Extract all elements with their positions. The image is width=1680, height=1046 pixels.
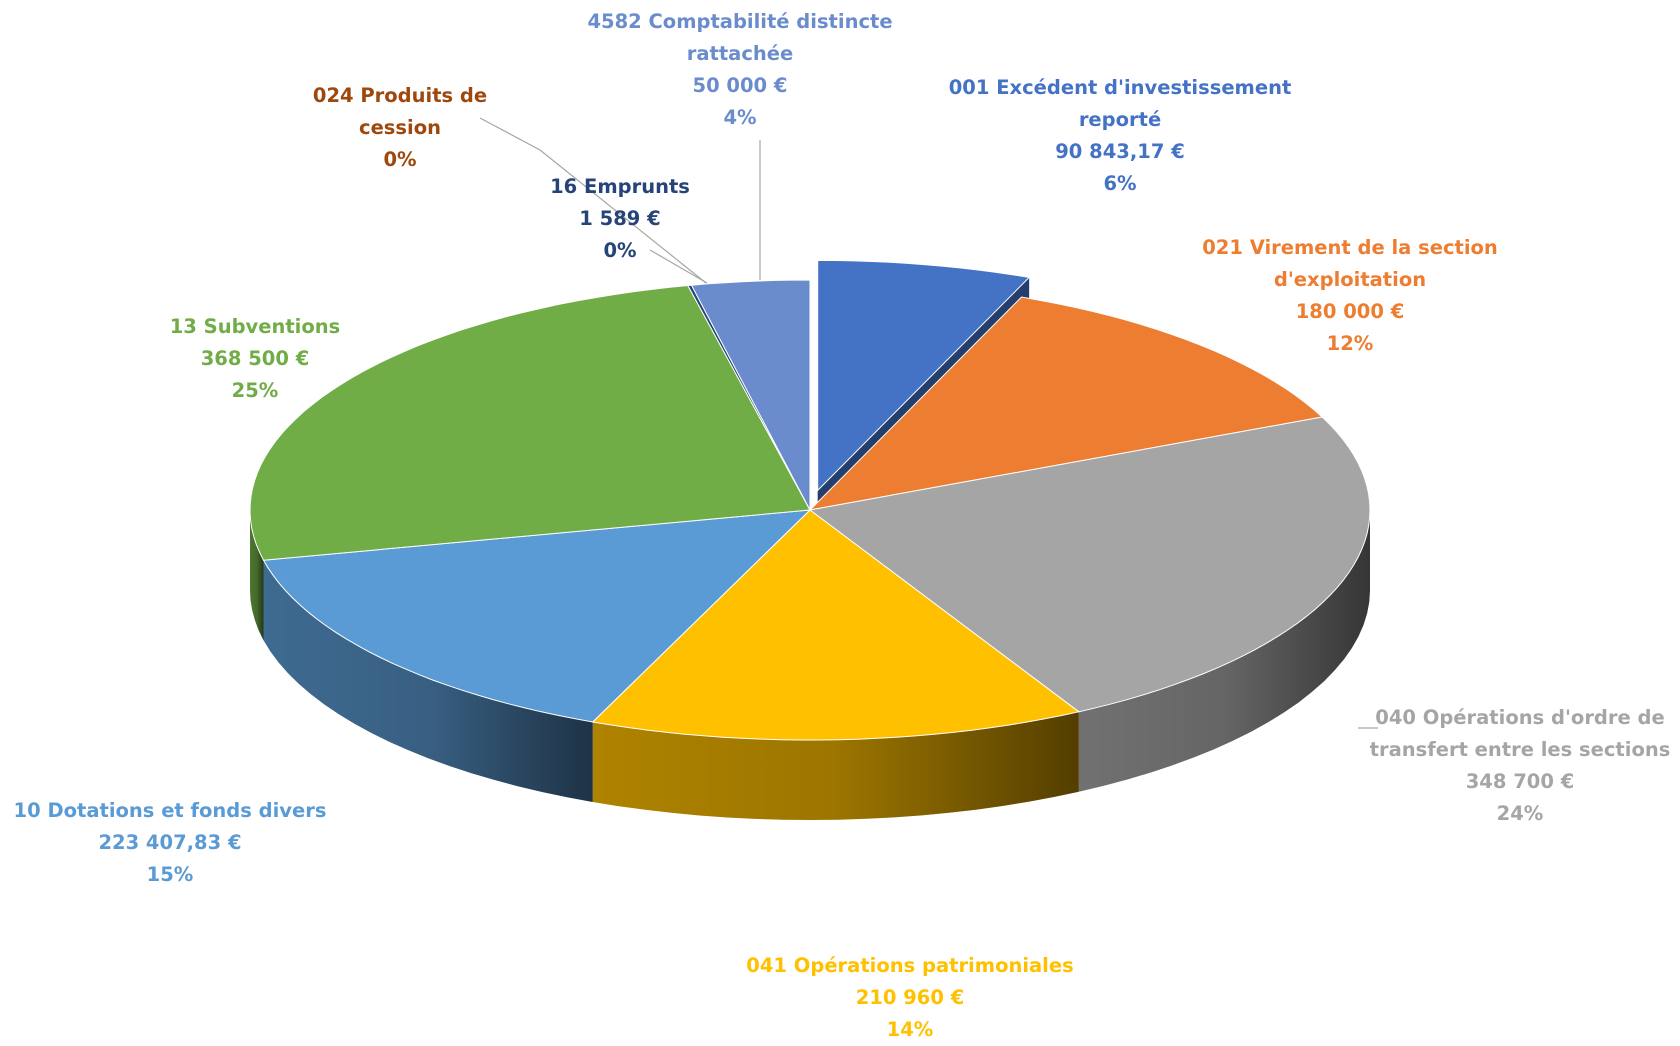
label-021-virement: 021 Virement de la section d'exploitatio… xyxy=(1150,232,1550,360)
label-13-line1: 13 Subventions xyxy=(169,315,341,338)
label-16-emprunts: 16 Emprunts 1 589 € 0% xyxy=(520,171,720,267)
leader-line-16 xyxy=(649,249,708,284)
pie-slice-021-virement-de-la-section-d-exploitation xyxy=(808,296,1324,511)
label-040-line1: 040 Opérations d'ordre de xyxy=(1375,706,1665,729)
pie-tops xyxy=(249,259,1371,741)
label-4582-percent: 4% xyxy=(723,106,757,129)
label-001-line2: reporté xyxy=(1078,108,1162,131)
pie-slice-4582-comptabilit-distincte-rattach-e xyxy=(690,279,811,511)
pie-slice-041-op-rations-patrimoniales xyxy=(591,509,1080,741)
pie-side-shade-13-subventions xyxy=(250,510,264,641)
label-024-produits-cession: 024 Produits de cession 0% xyxy=(280,80,520,176)
label-16-percent: 0% xyxy=(603,239,637,262)
pie-slice-13-subventions xyxy=(249,284,811,561)
label-024-percent: 0% xyxy=(383,148,417,171)
label-4582-comptabilite: 4582 Comptabilité distincte rattachée 50… xyxy=(540,6,940,134)
label-040-percent: 24% xyxy=(1496,802,1544,825)
label-021-line2: d'exploitation xyxy=(1273,268,1427,291)
label-10-percent: 15% xyxy=(146,863,194,886)
pie-slice-040-op-rations-d-ordre-de-transfert-entre-les-sections xyxy=(808,416,1371,713)
label-041-value: 210 960 € xyxy=(855,986,965,1009)
label-4582-line2: rattachée xyxy=(686,42,794,65)
label-040-operations-ordre: 040 Opérations d'ordre de transfert entr… xyxy=(1360,702,1680,830)
label-13-value: 368 500 € xyxy=(200,347,310,370)
label-001-percent: 6% xyxy=(1103,172,1137,195)
label-024-line2: cession xyxy=(359,116,441,139)
label-040-value: 348 700 € xyxy=(1465,770,1575,793)
label-4582-value: 50 000 € xyxy=(692,74,788,97)
label-021-percent: 12% xyxy=(1326,332,1374,355)
label-13-subventions: 13 Subventions 368 500 € 25% xyxy=(130,311,380,407)
leader-line-024 xyxy=(479,117,707,284)
pie-slice-10-dotations-et-fonds-divers xyxy=(262,509,812,723)
label-024-line1: 024 Produits de xyxy=(312,84,488,107)
leader-lines xyxy=(479,117,1378,729)
label-001-line1: 001 Excédent d'investissement xyxy=(948,76,1292,99)
label-041-line1: 041 Opérations patrimoniales xyxy=(746,954,1074,977)
label-021-value: 180 000 € xyxy=(1295,300,1405,323)
label-4582-line1: 4582 Comptabilité distincte xyxy=(587,10,893,33)
label-10-line1: 10 Dotations et fonds divers xyxy=(13,799,327,822)
label-13-percent: 25% xyxy=(231,379,279,402)
label-001-excedent: 001 Excédent d'investissement reporté 90… xyxy=(910,72,1330,200)
label-041-percent: 14% xyxy=(886,1018,934,1041)
label-021-line1: 021 Virement de la section xyxy=(1202,236,1498,259)
label-10-value: 223 407,83 € xyxy=(98,831,242,854)
label-10-dotations: 10 Dotations et fonds divers 223 407,83 … xyxy=(10,795,330,891)
label-16-line1: 16 Emprunts xyxy=(550,175,690,198)
pie-side-shade-040-op-rations-d-ordre-de-transfert-entre-les-sections xyxy=(1078,510,1370,792)
pie-side-shade-041-op-rations-patrimoniales xyxy=(592,711,1079,820)
pie-slice-001-exc-dent-d-investissement-report xyxy=(817,259,1031,492)
label-040-line2: transfert entre les sections xyxy=(1369,738,1671,761)
label-041-patrimoniales: 041 Opérations patrimoniales 210 960 € 1… xyxy=(700,950,1120,1046)
label-16-value: 1 589 € xyxy=(579,207,661,230)
label-001-value: 90 843,17 € xyxy=(1055,140,1185,163)
pie-side-shade-10-dotations-et-fonds-divers xyxy=(263,560,593,802)
